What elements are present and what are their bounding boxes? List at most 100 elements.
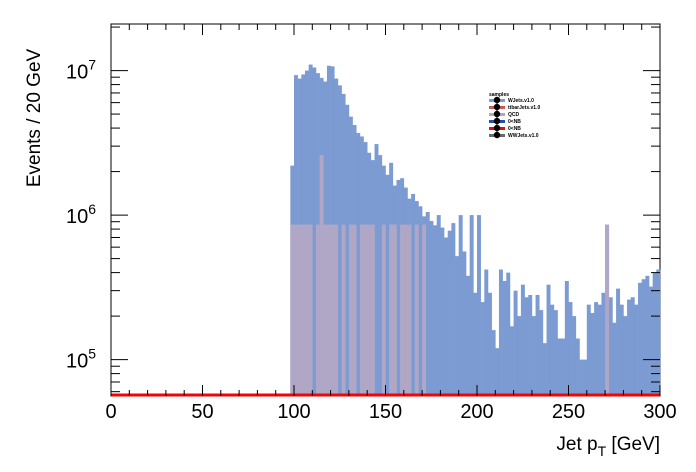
bar-wjetsv10 [524,297,529,396]
bar-wjetsv10 [652,272,657,396]
x-tick-label: 250 [552,401,585,423]
bar-wjetsv10 [638,282,642,396]
bar-wjetsv10 [542,343,547,396]
bar-wjetsv10 [484,269,489,396]
x-axis-title: Jet pT [GeV] [556,434,660,459]
bar-qcd [392,224,397,396]
bar-qcd [370,224,375,396]
bar-qcd [352,224,357,396]
x-axis-title-unit: [GeV] [606,434,660,455]
bar-wjetsv10 [583,359,588,396]
bar-wjetsv10 [374,144,379,396]
bar-qcd [605,224,610,396]
bar-qcd [323,224,328,396]
x-axis-title-subscript: T [598,443,607,459]
bar-qcd [301,224,306,396]
bar-wjetsv10 [433,225,438,396]
bar-wjetsv10 [451,223,456,396]
bar-wjetsv10 [517,316,522,396]
bar-wjetsv10 [509,326,514,396]
y-axis-title: Events / 20 GeV [24,48,45,187]
bar-wjetsv10 [477,215,481,396]
bar-wjetsv10 [616,288,621,396]
bar-qcd [363,224,368,396]
bar-wjetsv10 [564,280,569,396]
bar-wjetsv10 [608,297,613,396]
bar-wjetsv10 [575,338,580,396]
bar-wjetsv10 [345,104,350,396]
bar-wjetsv10 [568,302,573,396]
bar-qcd [403,224,408,396]
bar-wjetsv10 [586,304,591,396]
bar-wjetsv10 [520,284,525,396]
bar-qcd [308,224,313,396]
bar-wjetsv10 [473,292,478,396]
histogram-bars [290,64,661,397]
legend: samplesWJets.v1.0ttbarJets.v1.0QCD0<NB0<… [489,92,540,139]
bar-wjetsv10 [440,227,445,396]
bar-wjetsv10 [425,212,430,396]
bar-wjetsv10 [579,359,584,396]
legend-title: samples [489,92,509,98]
bar-wjetsv10 [627,299,632,396]
bar-qcd [407,224,412,396]
bar-wjetsv10 [466,275,470,396]
y-tick-label: 107 [66,57,96,84]
bar-wjetsv10 [539,310,544,396]
bar-wjetsv10 [619,304,624,396]
bar-wjetsv10 [312,67,317,396]
y-tick-label: 106 [66,201,96,228]
bar-wjetsv10 [491,330,496,396]
bar-wjetsv10 [645,275,650,396]
legend-label: WWJets.v1.0 [508,133,539,139]
bar-wjetsv10 [641,279,646,396]
bar-wjetsv10 [594,302,599,396]
axes: 0 50 100 150 200 250 300 105 106 107 [66,24,677,423]
bar-wjetsv10 [597,304,602,396]
bar-wjetsv10 [495,348,500,396]
x-axis-title-main: Jet p [556,434,597,455]
bar-wjetsv10 [480,302,485,396]
bar-wjetsv10 [458,215,463,396]
bar-wjetsv10 [572,316,577,396]
bar-qcd [348,224,353,396]
bar-qcd [422,224,427,396]
x-tick-label: 300 [643,401,676,423]
bar-wjetsv10 [630,297,635,396]
bar-wjetsv10 [487,292,492,396]
bar-qcd [367,224,372,396]
legend-label: ttbarJets.v1.0 [508,105,540,111]
bar-wjetsv10 [498,269,503,396]
bar-wjetsv10 [337,85,342,396]
x-tick-label: 150 [369,401,402,423]
bar-wjetsv10 [396,179,401,396]
bar-qcd [381,224,386,396]
bar-qcd [330,224,335,396]
x-tick-label: 0 [105,401,116,423]
bar-qcd [315,224,320,396]
bar-wjetsv10 [531,316,536,396]
bar-qcd [389,224,394,396]
bar-wjetsv10 [612,322,617,396]
bar-wjetsv10 [385,174,390,396]
bar-wjetsv10 [649,286,653,396]
legend-label: 0<NB [508,119,521,125]
bar-qcd [359,224,364,396]
bar-wjetsv10 [623,316,628,396]
bar-qcd [414,224,419,396]
bar-wjetsv10 [444,237,449,396]
bar-wjetsv10 [557,338,562,396]
bar-wjetsv10 [590,313,595,396]
x-tick-label: 100 [277,401,310,423]
bar-qcd [400,224,405,396]
bar-qcd [290,224,295,396]
bar-wjetsv10 [634,304,639,396]
bar-wjetsv10 [506,272,511,396]
bar-wjetsv10 [378,155,383,396]
bar-wjetsv10 [546,284,551,396]
bar-wjetsv10 [447,230,452,396]
legend-label: QCD [508,112,520,118]
bar-wjetsv10 [553,310,558,396]
legend-label: WJets.v1.0 [508,98,534,104]
